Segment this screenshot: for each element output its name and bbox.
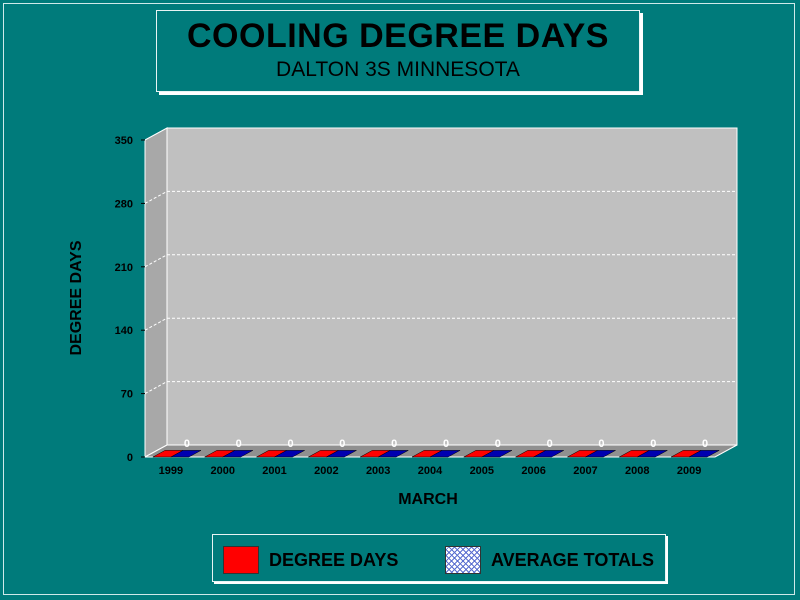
plot-back-wall bbox=[166, 127, 738, 446]
y-tick-label: 0 bbox=[127, 452, 133, 464]
y-tick-label: 210 bbox=[115, 262, 133, 274]
x-axis-ticks: 1999 2000 2001 2002 2003 2004 2005 2006 2007 2008… bbox=[159, 465, 702, 477]
data-label: 0 bbox=[650, 438, 656, 450]
x-tick-label: 2008 bbox=[625, 465, 649, 477]
x-tick-label: 1999 bbox=[159, 465, 183, 477]
x-tick-label: 2001 bbox=[262, 465, 286, 477]
x-tick-label: 2004 bbox=[418, 465, 443, 477]
gridline-side bbox=[144, 254, 168, 268]
gridlines bbox=[144, 190, 737, 395]
chart-frame bbox=[3, 3, 795, 595]
y-axis-ticks: 0 70 140 210 280 350 bbox=[115, 135, 145, 464]
x-tick-label: 2005 bbox=[470, 465, 494, 477]
bar-average-totals bbox=[481, 450, 513, 458]
bar-average-totals bbox=[326, 450, 357, 458]
data-label: 0 bbox=[339, 438, 345, 450]
x-tick-label: 2000 bbox=[210, 465, 234, 477]
bar-average-totals bbox=[170, 450, 202, 458]
y-tick-label: 140 bbox=[115, 325, 133, 337]
y-tick-label: 70 bbox=[121, 389, 133, 401]
bar-average-totals bbox=[429, 450, 461, 458]
data-label: 0 bbox=[702, 438, 708, 450]
plot-side-wall bbox=[144, 127, 168, 458]
legend-label-degree-days: DEGREE DAYS bbox=[269, 549, 399, 570]
chart-title: COOLING DEGREE DAYS bbox=[187, 17, 609, 55]
data-label: 0 bbox=[598, 438, 604, 450]
x-tick-label: 2006 bbox=[521, 465, 545, 477]
bar-average-totals bbox=[688, 450, 720, 458]
bar-average-totals bbox=[274, 450, 305, 458]
bar-average-totals bbox=[222, 450, 253, 458]
gridline-side bbox=[144, 317, 168, 331]
data-label: 0 bbox=[236, 438, 242, 450]
data-label: 0 bbox=[287, 438, 293, 450]
x-tick-label: 2002 bbox=[314, 465, 338, 477]
legend-item-degree-days: DEGREE DAYS bbox=[223, 545, 398, 575]
red-swatch-icon bbox=[223, 546, 259, 574]
x-axis-label: MARCH bbox=[398, 491, 458, 508]
data-label: 0 bbox=[184, 438, 190, 450]
x-tick-label: 2009 bbox=[677, 465, 701, 477]
bar-average-totals bbox=[585, 450, 616, 458]
data-label: 0 bbox=[547, 438, 553, 450]
hatched-swatch-icon bbox=[445, 546, 481, 574]
bar-average-totals bbox=[533, 450, 564, 458]
chart-subtitle: DALTON 3S MINNESOTA bbox=[276, 58, 520, 81]
y-axis-label: DEGREE DAYS bbox=[68, 240, 85, 355]
data-label: 0 bbox=[495, 438, 501, 450]
bar-average-totals bbox=[637, 450, 668, 458]
data-label: 0 bbox=[391, 438, 397, 450]
bars-group: 0 0 0 0 0 0 0 0 0 0 0 bbox=[152, 438, 720, 458]
y-tick-label: 350 bbox=[115, 135, 133, 147]
bar-average-totals bbox=[378, 450, 409, 458]
legend: DEGREE DAYS AVERAGE TOTALS bbox=[212, 534, 666, 582]
gridline-side bbox=[144, 190, 168, 204]
gridline-side bbox=[144, 381, 168, 395]
title-box: COOLING DEGREE DAYS DALTON 3S MINNESOTA bbox=[156, 10, 640, 92]
y-tick-label: 280 bbox=[115, 198, 133, 210]
legend-item-average-totals: AVERAGE TOTALS bbox=[445, 545, 654, 575]
x-tick-label: 2003 bbox=[366, 465, 390, 477]
x-tick-label: 2007 bbox=[573, 465, 597, 477]
data-label: 0 bbox=[443, 438, 449, 450]
legend-label-average-totals: AVERAGE TOTALS bbox=[491, 549, 655, 570]
